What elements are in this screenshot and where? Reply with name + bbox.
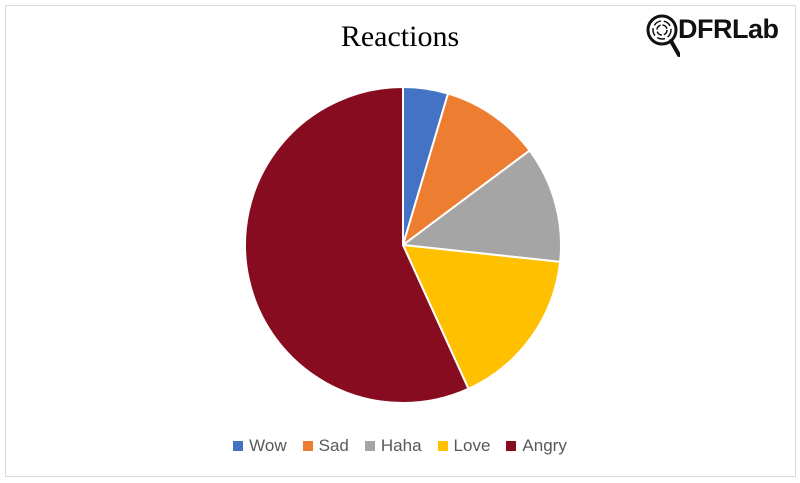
legend-item-love: Love [437, 436, 491, 456]
fingerprint-magnifier-icon [646, 14, 681, 57]
legend-swatch [364, 441, 375, 451]
legend-label: Sad [318, 436, 349, 455]
pie-slice-sad [401, 92, 532, 248]
legend-swatch [302, 441, 313, 451]
legend-label: Haha [380, 436, 422, 455]
pie-slice-haha [400, 149, 562, 263]
legend-item-angry: Angry [506, 436, 567, 456]
legend-item-haha: Haha [364, 436, 422, 456]
legend: Wow Sad Haha Love Angry [0, 436, 800, 456]
pie-slice-angry [244, 85, 470, 404]
chart-title: Reactions [340, 20, 460, 53]
legend-label: Angry [522, 436, 567, 455]
legend-item-wow: Wow [233, 436, 287, 456]
logo-text: DFRLab [678, 14, 779, 44]
legend-swatch [506, 441, 517, 451]
legend-label: Love [453, 436, 491, 455]
legend-swatch [437, 441, 448, 451]
legend-swatch [233, 441, 244, 451]
legend-label: Wow [249, 436, 287, 455]
chart-frame [5, 5, 796, 477]
legend-item-sad: Sad [302, 436, 349, 456]
dfrlab-logo: DFRLab [646, 10, 796, 58]
pie-slice-love [401, 243, 562, 391]
